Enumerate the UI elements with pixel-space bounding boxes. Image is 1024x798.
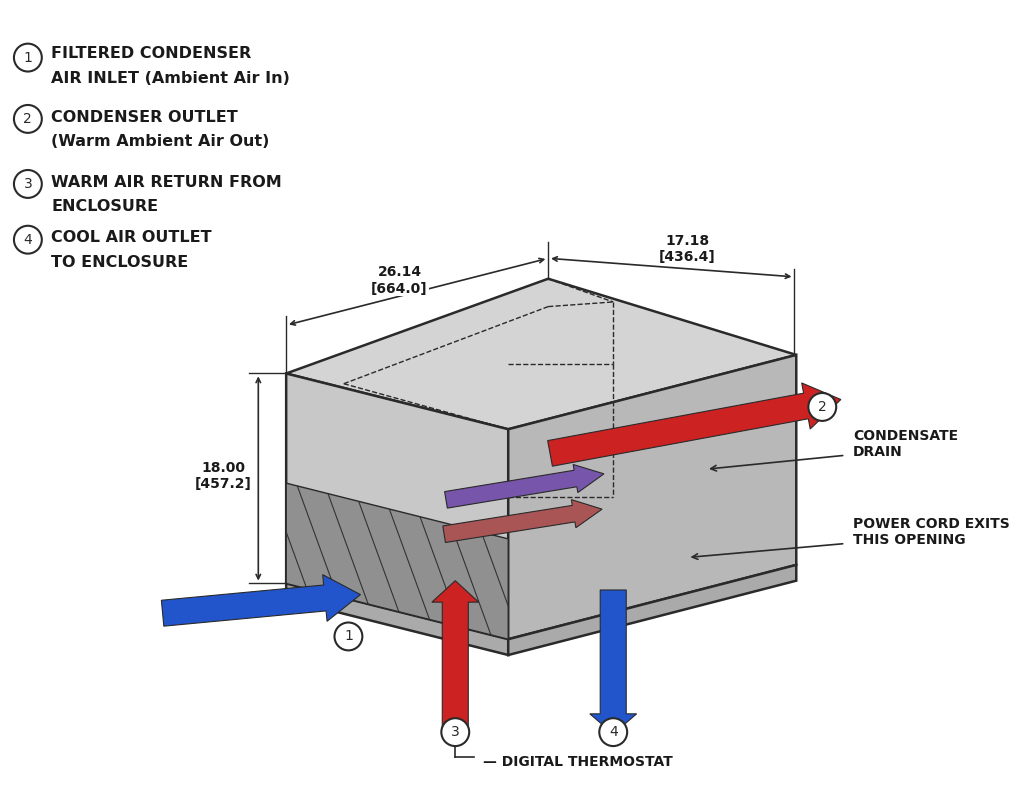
Polygon shape [286, 583, 508, 655]
Text: 1: 1 [24, 50, 33, 65]
Polygon shape [442, 500, 602, 543]
Text: COOL AIR OUTLET: COOL AIR OUTLET [51, 231, 212, 246]
Polygon shape [286, 483, 508, 639]
Text: 1: 1 [344, 630, 353, 643]
Text: ENCLOSURE: ENCLOSURE [51, 199, 159, 214]
Text: 17.18
[436.4]: 17.18 [436.4] [659, 234, 716, 264]
Circle shape [14, 226, 42, 254]
Polygon shape [590, 590, 637, 734]
Text: POWER CORD EXITS
THIS OPENING: POWER CORD EXITS THIS OPENING [853, 517, 1010, 547]
Circle shape [808, 393, 837, 421]
Text: (Warm Ambient Air Out): (Warm Ambient Air Out) [51, 134, 269, 148]
Text: CONDENSER OUTLET: CONDENSER OUTLET [51, 109, 238, 124]
Text: FILTERED CONDENSER: FILTERED CONDENSER [51, 46, 251, 61]
Polygon shape [444, 464, 604, 508]
Text: 2: 2 [24, 112, 32, 126]
Text: 4: 4 [609, 725, 617, 739]
Circle shape [441, 718, 469, 746]
Text: 2: 2 [818, 400, 826, 414]
Polygon shape [548, 383, 841, 466]
Text: 4: 4 [24, 233, 32, 247]
Polygon shape [432, 581, 478, 734]
Text: CONDENSATE
DRAIN: CONDENSATE DRAIN [853, 429, 958, 459]
Text: AIR INLET (Ambient Air In): AIR INLET (Ambient Air In) [51, 70, 290, 85]
Polygon shape [508, 565, 797, 655]
Polygon shape [286, 483, 508, 639]
Text: WARM AIR RETURN FROM: WARM AIR RETURN FROM [51, 175, 282, 190]
Circle shape [14, 170, 42, 198]
Polygon shape [508, 355, 797, 639]
Polygon shape [286, 373, 508, 639]
Circle shape [14, 44, 42, 72]
Circle shape [14, 105, 42, 132]
Text: 18.00
[457.2]: 18.00 [457.2] [195, 460, 252, 491]
Text: 26.14
[664.0]: 26.14 [664.0] [372, 266, 428, 296]
Text: — DIGITAL THERMOSTAT: — DIGITAL THERMOSTAT [483, 755, 673, 768]
Polygon shape [162, 575, 360, 626]
Circle shape [335, 622, 362, 650]
Polygon shape [286, 279, 797, 429]
Text: TO ENCLOSURE: TO ENCLOSURE [51, 255, 188, 270]
Circle shape [599, 718, 627, 746]
Text: 3: 3 [24, 177, 32, 191]
Text: 3: 3 [451, 725, 460, 739]
